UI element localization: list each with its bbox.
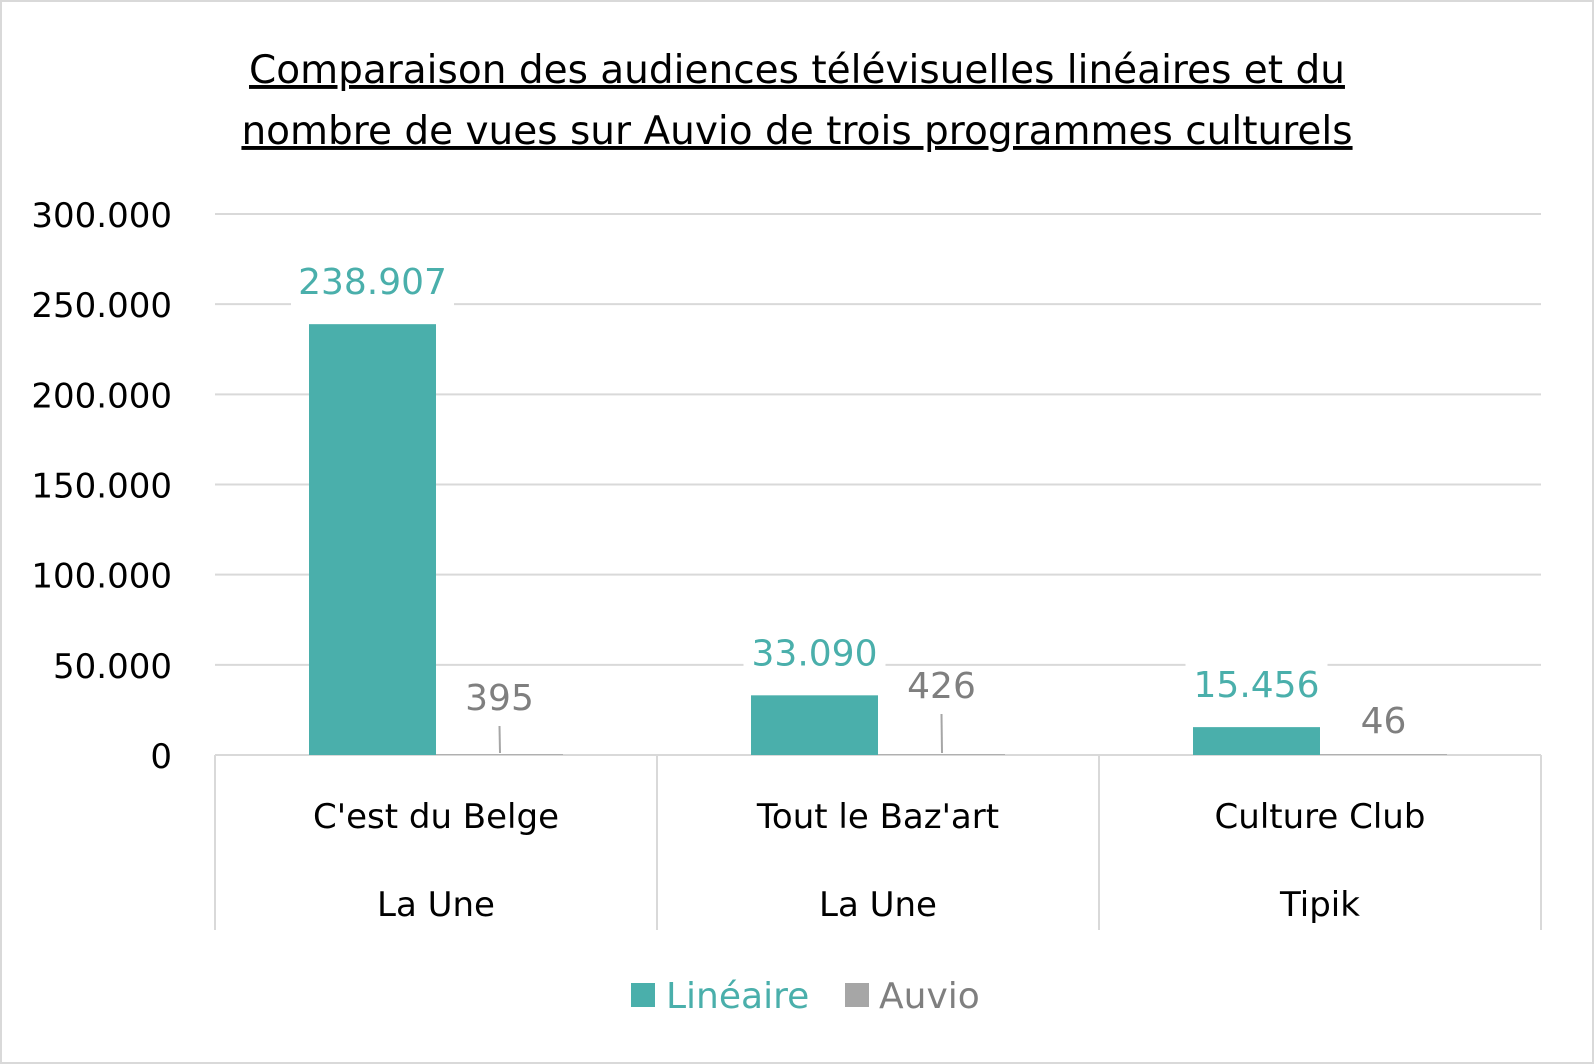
x-group-label: La Une (377, 885, 495, 925)
y-tick-label: 100.000 (31, 557, 172, 597)
chart-title-line-2: nombre de vues sur Auvio de trois progra… (241, 109, 1352, 154)
y-tick-label: 200.000 (31, 376, 172, 416)
y-tick-label: 0 (150, 737, 172, 777)
data-label: 395 (465, 678, 534, 719)
data-label: 426 (907, 666, 976, 707)
legend: Linéaire Auvio (631, 976, 980, 1017)
data-label-leader (498, 725, 501, 754)
bar-auvio (436, 754, 563, 755)
y-tick-label: 50.000 (53, 647, 172, 687)
bars (309, 324, 1447, 755)
bar-lin-aire (309, 324, 436, 755)
bar-auvio (1320, 754, 1447, 755)
y-tick-label: 300.000 (31, 196, 172, 236)
data-label: 33.090 (752, 633, 878, 674)
data-label-bg (291, 254, 454, 307)
x-tick-label: Tout le Baz'art (756, 797, 999, 837)
data-label-bg (1185, 657, 1328, 710)
y-tick-label: 150.000 (31, 467, 172, 507)
data-label-leader (940, 713, 943, 754)
y-tick-label: 250.000 (31, 286, 172, 326)
data-label: 238.907 (298, 262, 447, 303)
x-tick-label: Culture Club (1215, 797, 1426, 837)
data-labels: 238.907 395 33.090 426 15.456 46 (291, 254, 1407, 754)
legend-label: Auvio (879, 976, 980, 1017)
legend-swatch (631, 983, 655, 1007)
data-label: 15.456 (1194, 665, 1320, 706)
bar-auvio (878, 754, 1005, 755)
legend-label: Linéaire (666, 976, 809, 1017)
chart-title-line-1: Comparaison des audiences télévisuelles … (249, 48, 1345, 93)
x-axis: C'est du Belge La Une Tout le Baz'art La Un… (214, 754, 1542, 930)
chart-title: Comparaison des audiences télévisuelles … (241, 48, 1352, 154)
legend-swatch (845, 983, 869, 1007)
x-group-label: La Une (819, 885, 937, 925)
x-group-label: Tipik (1279, 885, 1360, 925)
x-tick-label: C'est du Belge (313, 797, 559, 837)
bar-lin-aire (1193, 727, 1320, 755)
data-label-bg (743, 625, 886, 678)
data-label: 46 (1361, 701, 1407, 742)
y-axis: 0 50.000 100.000 150.000 200.000 250.000 300.0… (31, 196, 172, 777)
bar-lin-aire (751, 695, 878, 755)
